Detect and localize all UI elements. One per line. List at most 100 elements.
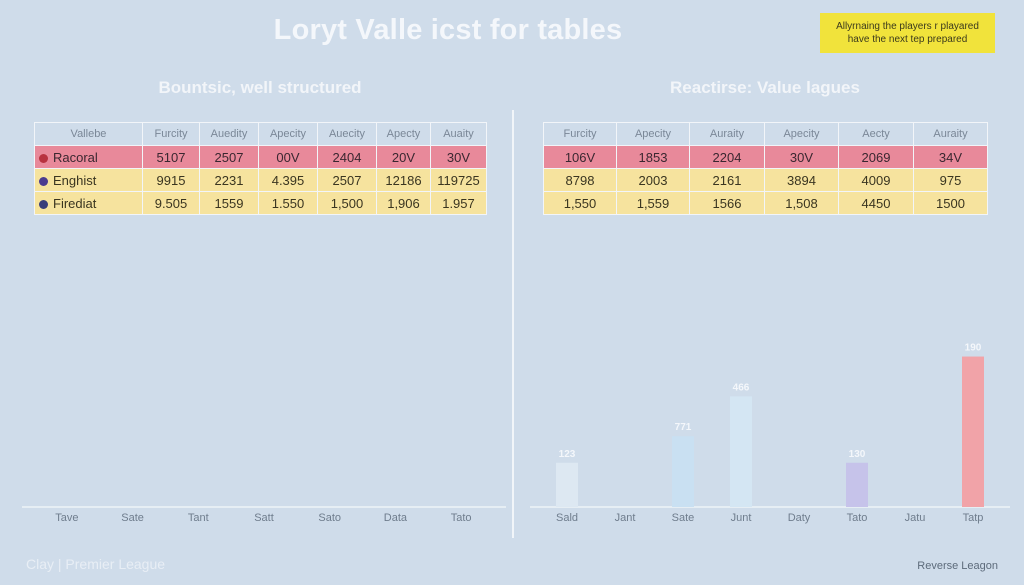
x-tick-label: Sato (318, 512, 341, 524)
table-cell: 12186 (376, 168, 431, 192)
bar-data-label: 123 (559, 449, 576, 460)
table-cell: 1.550 (258, 191, 318, 215)
table-cell: 5107 (142, 145, 200, 169)
x-tick-label: Data (384, 512, 408, 524)
table-cell: 119725 (430, 168, 487, 192)
row-label-cell: Enghist (34, 168, 143, 192)
x-tick-label: Satt (254, 512, 274, 524)
x-tick-label: Sald (556, 512, 578, 524)
table-cell: 2231 (199, 168, 259, 192)
table-cell: 1559 (199, 191, 259, 215)
bar (672, 436, 694, 507)
table-cell: 2003 (616, 168, 690, 192)
right-col-header: Furcity (543, 122, 617, 146)
footer-league-label: Clay | Premier League (26, 556, 166, 572)
bar-data-label: 190 (965, 343, 982, 354)
bar-data-label: 466 (733, 382, 750, 393)
team-crest-icon (39, 176, 48, 186)
table-cell: 2507 (199, 145, 259, 169)
x-tick-label: Jant (615, 512, 636, 524)
table-cell: 4.395 (258, 168, 318, 192)
chart-title: Loryt Valle icst for tables (273, 14, 623, 46)
right-col-header: Auraity (689, 122, 765, 146)
table-cell: 1,508 (764, 191, 839, 215)
x-tick-label: Tato (847, 512, 868, 524)
bar (962, 356, 984, 507)
table-cell: 1.957 (430, 191, 487, 215)
table-cell: 1853 (616, 145, 690, 169)
table-cell: 1500 (913, 191, 988, 215)
table-cell: 30V (430, 145, 487, 169)
table-cell: 20V (376, 145, 431, 169)
table-cell: 2404 (317, 145, 377, 169)
bar-data-label: 771 (675, 422, 692, 433)
right-chart-svg: 123 Sald Jant 771 Sate 466 Junt Daty 130 Tato Jatu… (530, 343, 1010, 524)
table-cell: 9.505 (142, 191, 200, 215)
table-cell: 30V (764, 145, 839, 169)
table-cell: 8798 (543, 168, 617, 192)
table-cell: 2161 (689, 168, 765, 192)
table-cell: 1,906 (376, 191, 431, 215)
right-subtitle: Reactirse: Value lagues (670, 78, 860, 97)
left-col-header: Apecty (376, 122, 431, 146)
left-col-header: Apecity (258, 122, 318, 146)
right-col-header: Apecity (764, 122, 839, 146)
table-cell: 1566 (689, 191, 765, 215)
x-tick-label: Daty (788, 512, 811, 524)
left-col-header: Auaity (430, 122, 487, 146)
center-divider (512, 110, 514, 538)
x-tick-label: Junt (731, 512, 752, 524)
table-cell: 34V (913, 145, 988, 169)
table-cell: 1,550 (543, 191, 617, 215)
right-table: Furcity Apecity Auraity Apecity Aecty Au… (543, 122, 988, 215)
x-tick-label: Tato (451, 512, 472, 524)
table-cell: 3894 (764, 168, 839, 192)
left-col-header: Vallebe (34, 122, 143, 146)
x-tick-label: Sate (121, 512, 144, 524)
table-cell: 2204 (689, 145, 765, 169)
x-tick-label: Sate (672, 512, 695, 524)
row-label: Firediat (53, 195, 97, 211)
left-col-header: Auedity (199, 122, 259, 146)
row-label: Racoral (53, 149, 98, 165)
table-cell: 975 (913, 168, 988, 192)
row-label-cell: Firediat (34, 191, 143, 215)
table-row: 1,550 1,559 1566 1,508 4450 1500 (543, 191, 988, 215)
row-label-cell: Racoral (34, 145, 143, 169)
table-row: Enghist 9915 2231 4.395 2507 12186 11972… (34, 168, 487, 192)
left-chart-svg: Tave Sate Tant Satt Sato Data Tato (22, 506, 506, 524)
table-row: 8798 2003 2161 3894 4009 975 (543, 168, 988, 192)
table-cell: 106V (543, 145, 617, 169)
right-table-header: Furcity Apecity Auraity Apecity Aecty Au… (543, 122, 988, 146)
table-cell: 1,559 (616, 191, 690, 215)
row-label: Enghist (53, 172, 97, 188)
right-bar-chart: 123 Sald Jant 771 Sate 466 Junt Daty 130 Tato Jatu… (530, 230, 1010, 530)
right-col-header: Aecty (838, 122, 914, 146)
left-bar-chart: Tave Sate Tant Satt Sato Data Tato (22, 230, 506, 530)
x-tick-label: Tave (55, 512, 78, 524)
right-col-header: Auraity (913, 122, 988, 146)
x-tick-label: Jatu (905, 512, 926, 524)
bar (730, 396, 752, 507)
x-tick-label: Tant (188, 512, 209, 524)
table-cell: 2069 (838, 145, 914, 169)
table-cell: 00V (258, 145, 318, 169)
left-col-header: Auecity (317, 122, 377, 146)
table-row: Racoral 5107 2507 00V 2404 20V 30V (34, 145, 487, 169)
table-cell: 2507 (317, 168, 377, 192)
left-subtitle: Bountsic, well structured (158, 78, 362, 97)
table-cell: 9915 (142, 168, 200, 192)
bar-data-label: 130 (849, 449, 866, 460)
bar (846, 462, 868, 507)
bar (556, 462, 578, 507)
left-table-header: Vallebe Furcity Auedity Apecity Auecity … (34, 122, 487, 146)
table-row: 106V 1853 2204 30V 2069 34V (543, 145, 988, 169)
table-cell: 4009 (838, 168, 914, 192)
note-badge: Allyrnaing the players r playared have t… (820, 13, 995, 53)
table-cell: 4450 (838, 191, 914, 215)
left-table: Vallebe Furcity Auedity Apecity Auecity … (34, 122, 487, 215)
team-crest-icon (39, 153, 48, 163)
team-crest-icon (39, 199, 48, 209)
footer-source-label: Reverse Leagon (917, 560, 998, 572)
right-col-header: Apecity (616, 122, 690, 146)
